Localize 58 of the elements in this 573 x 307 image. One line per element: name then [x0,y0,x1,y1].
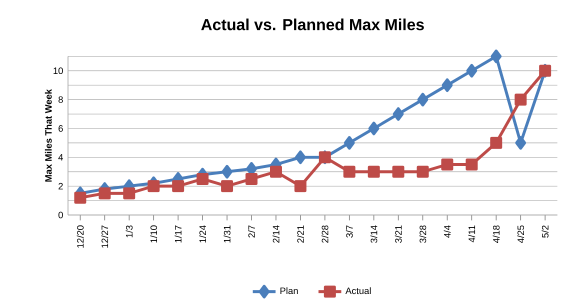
x-tick-label: 3/14 [370,225,378,243]
point [196,172,209,185]
point [442,78,453,92]
x-tick-label: 1/24 [199,225,206,242]
point [221,180,234,192]
y-tick-label: 0 [58,212,63,218]
point [368,166,380,178]
x-tick-label: 4/11 [468,226,476,242]
y-tick-label: 6 [58,125,63,132]
x-tick-label: 2/28 [321,225,328,243]
point [466,64,478,78]
point [417,92,428,106]
point [172,180,184,192]
point [270,166,282,178]
point [441,158,454,171]
point [490,136,502,149]
point [294,150,306,164]
y-tick-label: 2 [58,182,63,190]
x-tick-label: 3/28 [419,225,426,243]
x-tick-label: 2/14 [272,225,280,243]
point [392,166,404,178]
point [246,172,258,185]
point [294,180,306,192]
x-tick-label: 4/18 [492,225,500,243]
legend-label: Actual [345,287,371,294]
point [148,180,160,192]
x-tick-label: 12/20 [76,225,84,248]
x-tick-label: 12/27 [101,226,108,248]
point [74,192,86,204]
x-tick-label: 4/25 [517,225,524,243]
x-tick-label: 1/3 [126,225,133,238]
x-tick-label: 1/31 [224,226,230,242]
x-tick-label: 1/17 [174,226,182,242]
point [514,94,527,106]
y-axis-title: Max Miles That Week [44,89,52,182]
point [515,136,526,150]
x-tick-label: 1/10 [150,225,158,242]
legend-label: Plan [280,287,298,294]
x-tick-label: 4/4 [444,225,451,238]
x-tick-label: 2/7 [248,226,255,238]
point [368,122,380,136]
chart-title: Actual vs. Planned Max Miles [201,18,424,30]
point [392,107,404,121]
y-tick-label: 10 [54,67,63,74]
point [98,187,111,200]
point [466,158,478,171]
x-tick-label: 5/2 [542,226,549,238]
point [344,136,355,150]
x-tick-label: 3/7 [346,226,353,238]
y-tick-label: 8 [58,96,63,103]
x-tick-label: 3/21 [394,226,402,243]
point [416,166,429,178]
point [343,166,356,178]
point [123,187,136,200]
y-tick-label: 4 [58,154,64,161]
x-tick-label: 2/21 [297,226,304,243]
point [490,50,502,64]
point [222,164,233,179]
